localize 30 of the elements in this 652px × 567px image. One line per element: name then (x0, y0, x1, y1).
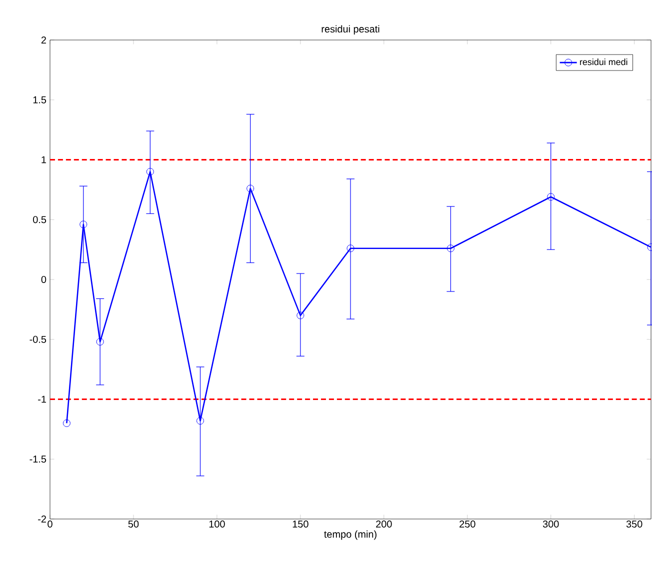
point (146, 168, 154, 176)
x-tick-label: 350 (626, 520, 642, 528)
point (62, 419, 70, 427)
y-tick-label: 1 (42, 156, 46, 164)
point (547, 193, 555, 201)
x-tick-label: 150 (292, 520, 308, 528)
x-axis-title: tempo (min) (324, 530, 376, 540)
y-tick-label: -1 (38, 396, 46, 403)
point (196, 417, 204, 425)
chart-title: residui pesati (322, 25, 380, 34)
point (96, 338, 104, 346)
y-tick-label: 2 (41, 36, 46, 44)
point (296, 312, 304, 320)
x-tick-label: 250 (460, 520, 476, 528)
x-tick-label: 300 (542, 520, 559, 528)
x-tick-label: 50 (128, 520, 139, 528)
x-tick-label: 0 (48, 520, 52, 528)
point (80, 220, 88, 228)
y-tick-label: 0.5 (33, 216, 46, 224)
y-tick-label: 1.5 (33, 96, 46, 104)
x-tick-label: 200 (376, 520, 392, 528)
y-tick-label: -1.5 (30, 456, 46, 463)
point (246, 184, 254, 192)
y-tick-label: 0 (41, 276, 46, 284)
point (446, 244, 454, 252)
point (346, 244, 354, 252)
legend-label: residui medi (580, 58, 628, 66)
y-tick-label: -2 (38, 516, 46, 522)
y-tick-label: -0.5 (30, 336, 46, 343)
x-tick-label: 100 (209, 520, 225, 528)
